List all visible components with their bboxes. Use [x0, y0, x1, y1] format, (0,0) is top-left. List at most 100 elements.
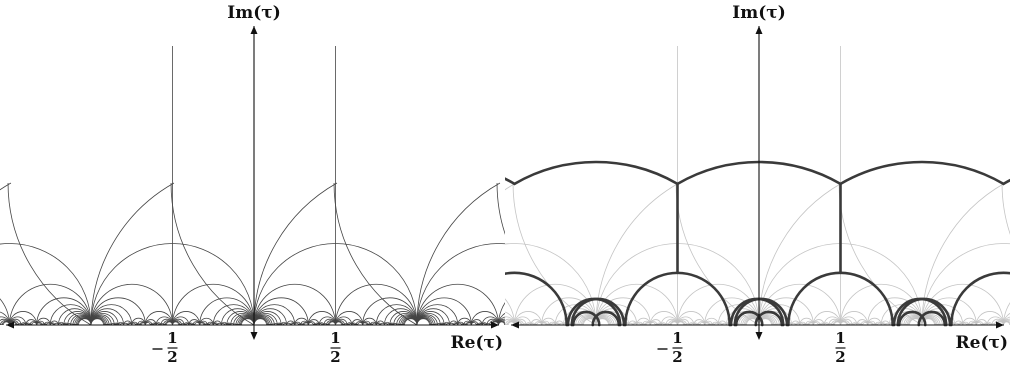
- geodesic-arc: [921, 243, 1010, 326]
- geodesic-arc: [307, 311, 336, 326]
- geodesic-arc: [335, 311, 364, 326]
- geodesic-arc: [758, 283, 841, 326]
- tick-denominator: 2: [835, 348, 845, 366]
- geodesic-arc: [0, 243, 92, 326]
- domain-cusp-arc: [754, 310, 784, 327]
- geodesic-arc: [9, 283, 92, 326]
- domain-cusp-arc: [917, 310, 947, 327]
- geodesic-arc: [840, 311, 869, 326]
- geodesic-arc: [505, 298, 515, 326]
- geodesic-arc: [416, 297, 472, 326]
- x-axis-arrow-right: [491, 321, 499, 329]
- unit-circle-arc: [512, 182, 597, 326]
- domain-cusp-arc: [734, 310, 764, 327]
- tick-label: 12: [152, 329, 178, 366]
- tick-numerator: 1: [835, 329, 845, 347]
- y-axis-arrow-down: [755, 332, 763, 340]
- geodesic-arc: [677, 311, 706, 326]
- right-figure: Im(τ) Re(τ) 1 2 1 2: [505, 0, 1010, 367]
- geodesic-arc: [1003, 321, 1010, 326]
- tick-numerator: 1: [167, 329, 177, 347]
- domain-cusp-arc: [897, 310, 927, 327]
- geodesic-arc: [172, 311, 201, 326]
- domain-cusp-arc: [566, 297, 622, 327]
- unit-circle-arc: [505, 182, 760, 326]
- geodesic-arc: [1003, 313, 1010, 326]
- geodesic-arc: [253, 297, 309, 326]
- y-axis-label: Im(τ): [732, 3, 785, 23]
- geodesic-arc: [416, 243, 505, 326]
- tick-label: 12: [657, 329, 683, 366]
- geodesic-arc: [416, 283, 499, 326]
- domain-cusp-arc: [787, 271, 894, 327]
- domain-top-arc: [839, 160, 1005, 186]
- geodesic-arc: [812, 311, 841, 326]
- geodesic-arc: [362, 297, 418, 326]
- fundamental-domain-boundaries: [505, 160, 1010, 327]
- x-axis-label: Re(τ): [956, 333, 1008, 353]
- unit-circle-arc: [253, 182, 505, 326]
- tick-label: 12: [330, 329, 340, 366]
- unit-circle-arc: [921, 182, 1006, 326]
- geodesic-arc: [506, 324, 509, 326]
- unit-circle-arc: [758, 182, 1010, 326]
- y-axis-label: Im(τ): [227, 3, 280, 23]
- geodesic-arc: [172, 283, 255, 326]
- y-axis-arrow-up: [755, 26, 763, 34]
- tick-label: 12: [835, 329, 845, 366]
- geodesic-arc: [498, 321, 505, 326]
- geodesic-arc: [595, 283, 678, 326]
- geodesic-arc: [677, 283, 760, 326]
- geodesic-arc: [505, 243, 597, 326]
- domain-top-arc: [513, 160, 679, 186]
- x-axis-arrow-right: [996, 321, 1004, 329]
- geodesic-arc: [505, 311, 515, 326]
- y-axis-arrow-down: [250, 332, 258, 340]
- domain-cusp-arc: [892, 297, 948, 327]
- geodesic-arc: [90, 297, 146, 326]
- geodesic-arc: [921, 283, 1004, 326]
- unit-circle-arc: [416, 182, 501, 326]
- unit-circle-arc: [0, 182, 255, 326]
- geodesic-arc: [840, 283, 923, 326]
- geodesic-arc: [498, 313, 505, 326]
- geodesic-arc: [36, 297, 92, 326]
- geodesic-arc: [144, 311, 173, 326]
- geodesic-arc: [514, 283, 597, 326]
- axes: [511, 26, 1004, 340]
- tick-denominator: 2: [167, 348, 177, 366]
- tick-denominator: 2: [330, 348, 340, 366]
- domain-top-arc: [1002, 178, 1010, 186]
- x-axis-arrow-left: [6, 321, 14, 329]
- tessellation-arcs: [0, 46, 505, 326]
- geodesic-arc: [335, 283, 418, 326]
- domain-cusp-arc: [950, 271, 1010, 327]
- geodesic-arc: [1, 324, 4, 326]
- tessellation-arcs: [505, 46, 1010, 326]
- geodesic-arc: [90, 283, 173, 326]
- geodesic-arc: [199, 297, 255, 326]
- domain-cusp-arc: [624, 271, 731, 327]
- geodesic-arc: [498, 302, 505, 326]
- unit-circle-arc: [7, 182, 92, 326]
- y-axis-arrow-up: [250, 26, 258, 34]
- left-figure: Im(τ) Re(τ) 1 2 1 2: [0, 3, 505, 366]
- domain-cusp-arc: [571, 310, 601, 327]
- x-axis-label: Re(τ): [451, 333, 503, 353]
- axes: [6, 26, 499, 340]
- domain-cusp-arc: [591, 310, 621, 327]
- tick-denominator: 2: [672, 348, 682, 366]
- domain-cusp-arc: [729, 297, 785, 327]
- domain-cusp-arc: [505, 271, 568, 327]
- geodesic-arc: [9, 311, 38, 326]
- geodesic-arc: [649, 311, 678, 326]
- geodesic-arc: [253, 283, 336, 326]
- tick-numerator: 1: [672, 329, 682, 347]
- geodesic-arc: [470, 311, 499, 326]
- geodesic-arc: [0, 311, 10, 326]
- geodesic-arc: [975, 311, 1004, 326]
- geodesic-arc: [1003, 302, 1010, 326]
- x-axis-arrow-left: [511, 321, 519, 329]
